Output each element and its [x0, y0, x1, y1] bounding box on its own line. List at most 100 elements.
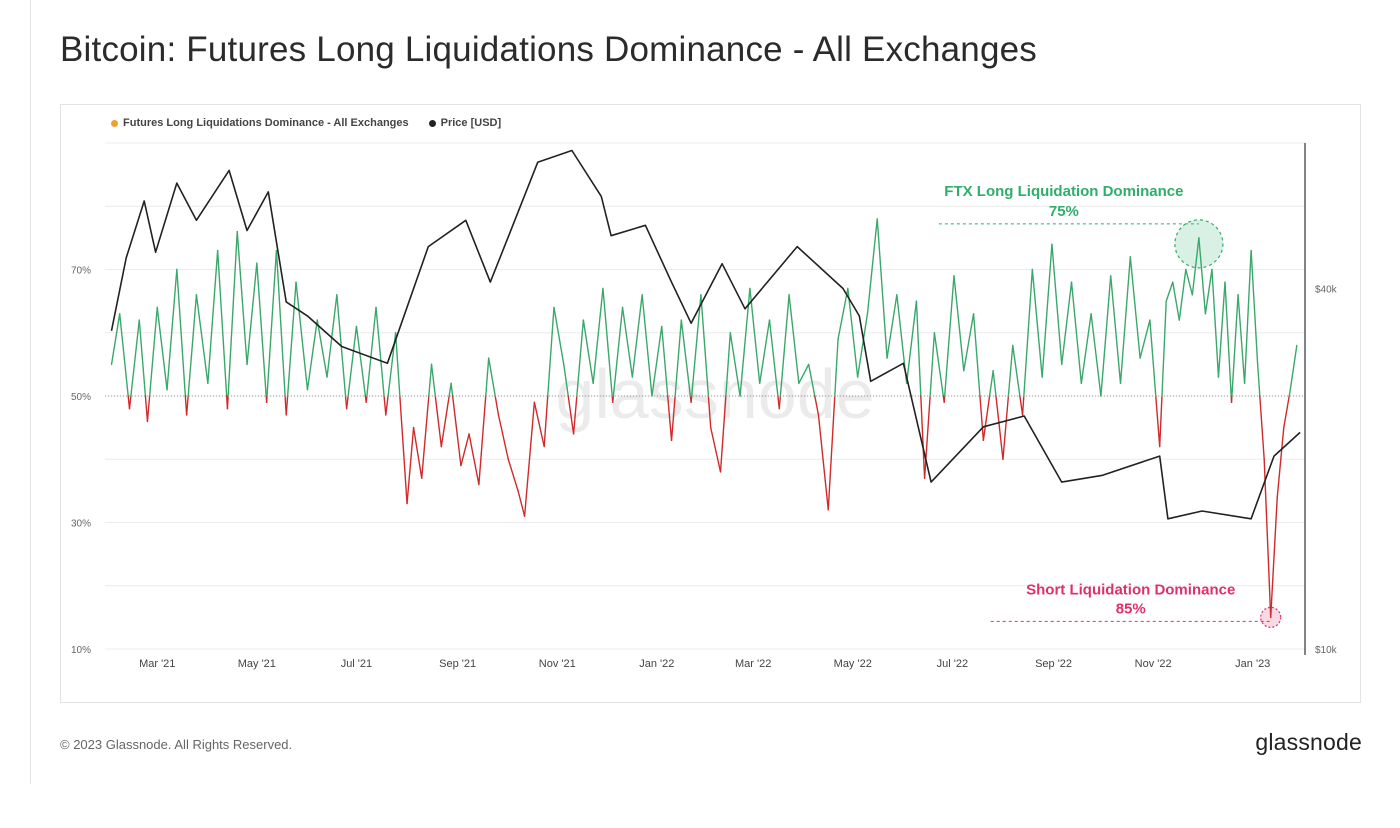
- y-right-tick-label: $40k: [1315, 285, 1338, 296]
- dominance-segment-below: [365, 395, 368, 404]
- dominance-segment-below: [226, 395, 229, 410]
- page-left-rule: [30, 0, 31, 784]
- dominance-segment-above: [661, 325, 669, 397]
- dominance-segment-above: [1090, 313, 1102, 397]
- dominance-segment-above: [275, 249, 286, 397]
- dominance-segment-below: [920, 395, 926, 479]
- dominance-segment-above: [347, 325, 358, 397]
- dominance-segment-below: [1158, 395, 1163, 448]
- dominance-segment-below: [421, 395, 430, 479]
- dominance-segment-above: [1031, 268, 1043, 378]
- dominance-segment-below: [385, 395, 389, 416]
- dominance-segment-above: [915, 300, 922, 397]
- dominance-segment-below: [523, 401, 536, 517]
- dominance-segment-above: [674, 319, 683, 397]
- dominance-segment-above: [1243, 249, 1252, 385]
- dominance-segment-below: [1155, 395, 1161, 448]
- dominance-segment-above: [621, 306, 634, 378]
- dominance-segment-above: [1139, 319, 1151, 359]
- dominance-segment-below: [345, 395, 349, 410]
- x-tick-label: Sep '22: [1035, 658, 1072, 670]
- dominance-segment-below: [399, 395, 408, 505]
- dominance-segment-above: [1231, 294, 1239, 397]
- dominance-segment-above: [807, 363, 816, 397]
- dominance-segment-above: [631, 294, 643, 378]
- dominance-segment-above: [487, 357, 496, 397]
- dominance-segment-above: [166, 268, 178, 391]
- dominance-segment-above: [1129, 256, 1141, 359]
- ftx-highlight-circle: [1174, 219, 1224, 269]
- dominance-segment-below: [412, 426, 423, 479]
- dominance-segment-above: [1007, 344, 1014, 397]
- legend-item-dominance[interactable]: Futures Long Liquidations Dominance - Al…: [111, 117, 409, 129]
- dominance-segment-above: [953, 275, 965, 372]
- dominance-segment-above: [148, 306, 158, 397]
- dominance-segment-above: [138, 319, 147, 397]
- dominance-segment-above: [1119, 256, 1132, 385]
- dominance-segment-above: [1012, 344, 1021, 397]
- dominance-segment-below: [572, 395, 578, 435]
- y-left-tick-label: 30%: [71, 519, 91, 530]
- dominance-segment-above: [729, 332, 741, 397]
- dominance-segment-above: [582, 319, 594, 385]
- dominance-segment-above: [306, 319, 318, 391]
- dominance-segment-above: [156, 306, 168, 391]
- dominance-segment-above: [1172, 281, 1180, 321]
- dominance-segment-above: [1178, 268, 1187, 321]
- dominance-segment-above: [547, 306, 555, 397]
- dominance-segment-below: [468, 433, 480, 486]
- dominance-segment-below: [690, 395, 693, 404]
- dominance-segment-below: [979, 395, 985, 441]
- dominance-segment-above: [1289, 344, 1298, 391]
- dominance-segment-below: [144, 395, 149, 422]
- x-tick-label: Mar '21: [139, 658, 175, 670]
- dominance-segment-above: [110, 313, 121, 366]
- dominance-segment-below: [710, 426, 722, 473]
- y-right-tick-label: $10k: [1315, 645, 1338, 656]
- x-tick-label: Jul '22: [937, 658, 968, 670]
- y-left-tick-label: 50%: [71, 392, 91, 403]
- dominance-segment-below: [1259, 395, 1265, 460]
- page-title: Bitcoin: Futures Long Liquidations Domin…: [60, 30, 1037, 69]
- dominance-segment-below: [1263, 458, 1272, 619]
- legend-item-price[interactable]: Price [USD]: [428, 117, 502, 129]
- dominance-segment-below: [185, 395, 189, 416]
- x-tick-label: Sep '21: [439, 658, 476, 670]
- dominance-segment-above: [690, 294, 702, 397]
- dominance-segment-above: [886, 294, 898, 359]
- dominance-segment-above: [118, 313, 129, 397]
- dominance-segment-below: [478, 395, 487, 486]
- ftx-annotation-label: FTX Long Liquidation Dominance: [944, 183, 1183, 200]
- dominance-segment-above: [992, 370, 997, 397]
- dominance-segment-above: [1149, 319, 1157, 397]
- dominance-segment-above: [326, 294, 338, 378]
- dominance-segment-above: [187, 294, 198, 397]
- dominance-segment-below: [128, 395, 132, 410]
- dominance-segment-above: [366, 306, 377, 397]
- short-highlight-circle: [1260, 606, 1282, 628]
- x-tick-label: Jan '23: [1235, 658, 1270, 670]
- dominance-segment-above: [1191, 237, 1200, 296]
- dominance-segment-above: [375, 306, 385, 397]
- chart-svg: glassnode 10% 30% 50% 70% $10k $40k Mar '21 May …: [71, 142, 1338, 670]
- legend-label-dominance: Futures Long Liquidations Dominance - Al…: [123, 117, 409, 129]
- dominance-segment-above: [972, 313, 981, 397]
- dominance-segment-above: [933, 332, 944, 397]
- dominance-segment-below: [406, 426, 415, 505]
- dominance-segment-above: [739, 287, 751, 397]
- legend-label-price: Price [USD]: [440, 117, 502, 129]
- dominance-segment-below: [1002, 395, 1010, 460]
- dominance-segment-above: [576, 319, 585, 397]
- y-left-tick-label: 10%: [71, 645, 91, 656]
- dominance-segment-below: [440, 395, 450, 448]
- dominance-segment-above: [856, 313, 869, 378]
- dominance-segment-below: [543, 395, 549, 448]
- dominance-segment-above: [256, 262, 267, 397]
- dominance-segment-below: [497, 414, 509, 460]
- dominance-segment-below: [434, 395, 443, 448]
- dominance-segment-below: [507, 458, 519, 492]
- dominance-segment-below: [460, 433, 470, 467]
- y-left-tick-label: 70%: [71, 266, 91, 277]
- dominance-segment-above: [1211, 268, 1220, 378]
- dominance-segment-below: [1276, 426, 1285, 498]
